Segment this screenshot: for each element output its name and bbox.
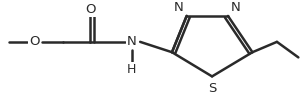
Text: N: N bbox=[174, 1, 184, 14]
Text: N: N bbox=[127, 35, 136, 48]
Text: H: H bbox=[127, 63, 136, 76]
Text: O: O bbox=[85, 3, 95, 16]
Text: S: S bbox=[208, 82, 216, 95]
Text: N: N bbox=[231, 1, 241, 14]
Text: O: O bbox=[29, 35, 39, 48]
